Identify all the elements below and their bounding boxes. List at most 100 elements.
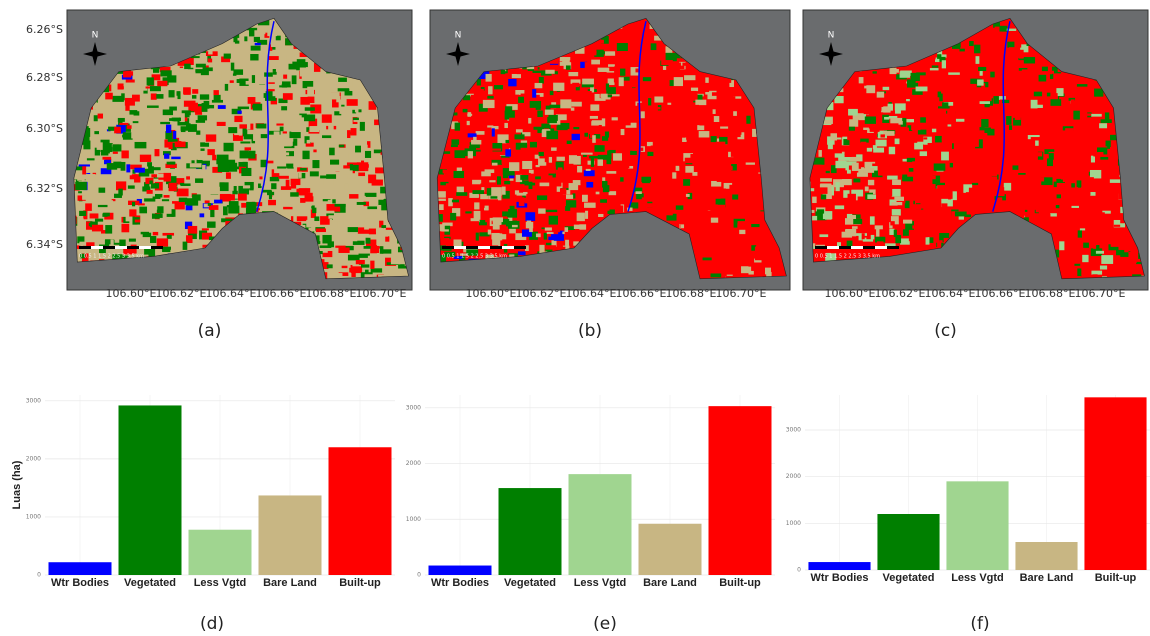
patch (87, 158, 95, 160)
patch (302, 74, 314, 79)
patch (734, 211, 740, 213)
patch (865, 187, 869, 192)
patch (580, 91, 592, 94)
patch (572, 134, 580, 140)
lon-tick-label: 106.70°E (716, 287, 767, 300)
patch (1112, 193, 1116, 201)
patch (357, 202, 366, 205)
patch (872, 164, 879, 167)
patch (1114, 225, 1120, 227)
patch (147, 162, 152, 166)
patch (212, 155, 216, 160)
patch (217, 71, 222, 79)
patch (561, 146, 567, 153)
patch (98, 114, 103, 119)
patch (290, 199, 299, 206)
patch (1040, 120, 1050, 125)
patch (617, 43, 628, 51)
x-tick-label: Less Vgtd (194, 577, 247, 589)
lat-tick-label: 6.28°S (26, 71, 63, 84)
patch (293, 123, 298, 126)
x-tick-label: Wtr Bodies (431, 577, 489, 589)
patch (297, 216, 307, 221)
patch (1024, 202, 1030, 208)
bar (877, 514, 939, 570)
patch (1092, 131, 1097, 135)
patch (731, 133, 740, 138)
y-tick-label: 2000 (26, 455, 41, 462)
patch (275, 110, 278, 115)
patch (916, 87, 928, 92)
patch (913, 212, 922, 217)
patch (692, 172, 697, 176)
patch (990, 72, 994, 78)
patch (249, 151, 256, 159)
patch (186, 210, 192, 212)
patch (671, 137, 675, 145)
patch (954, 151, 965, 159)
patch (716, 251, 728, 255)
patch (255, 43, 261, 45)
patch (467, 121, 470, 125)
patch (166, 125, 171, 133)
patch (287, 54, 295, 59)
patch (1101, 255, 1113, 264)
patch (617, 60, 623, 64)
patch (627, 171, 636, 174)
patch (368, 175, 376, 184)
patch (1100, 266, 1107, 270)
patch (467, 114, 472, 116)
patch (959, 216, 964, 219)
patch (164, 195, 170, 198)
scale-segment (887, 246, 899, 249)
patch (857, 132, 863, 138)
patch (728, 226, 733, 232)
patch (110, 239, 113, 245)
patch (233, 207, 237, 214)
patch (1065, 128, 1073, 136)
patch (238, 107, 249, 110)
patch (956, 98, 967, 104)
patch (664, 190, 669, 197)
patch (743, 198, 748, 207)
patch (949, 182, 952, 190)
lon-tick-label: 106.70°E (1075, 287, 1126, 300)
patch (995, 50, 1000, 52)
patch (276, 36, 281, 41)
patch (821, 194, 826, 199)
patch (1086, 198, 1093, 207)
patch (912, 161, 924, 167)
patch (606, 158, 611, 165)
patch (569, 183, 579, 190)
x-tick-label: Bare Land (1020, 572, 1074, 584)
patch (712, 92, 721, 96)
patch (898, 147, 908, 152)
patch (930, 68, 939, 70)
y-tick-label: 3000 (26, 397, 41, 404)
patch (487, 125, 493, 127)
patch (685, 166, 693, 173)
patch (1073, 173, 1077, 175)
patch (443, 170, 452, 174)
patch (196, 64, 206, 68)
patch (746, 116, 750, 124)
patch (692, 211, 696, 220)
patch (568, 72, 578, 76)
patch (277, 166, 286, 168)
patch (619, 77, 624, 86)
patch (950, 163, 953, 168)
patch (582, 195, 588, 202)
patch (494, 85, 503, 89)
patch (1075, 154, 1082, 161)
patch (351, 270, 355, 277)
patch (546, 167, 556, 174)
patch (686, 194, 690, 197)
patch (259, 85, 266, 93)
patch (891, 202, 902, 205)
patch (586, 182, 593, 188)
patch (85, 174, 95, 181)
patch (837, 107, 843, 114)
patch (487, 96, 493, 99)
patch (892, 189, 901, 197)
patch (663, 70, 669, 76)
